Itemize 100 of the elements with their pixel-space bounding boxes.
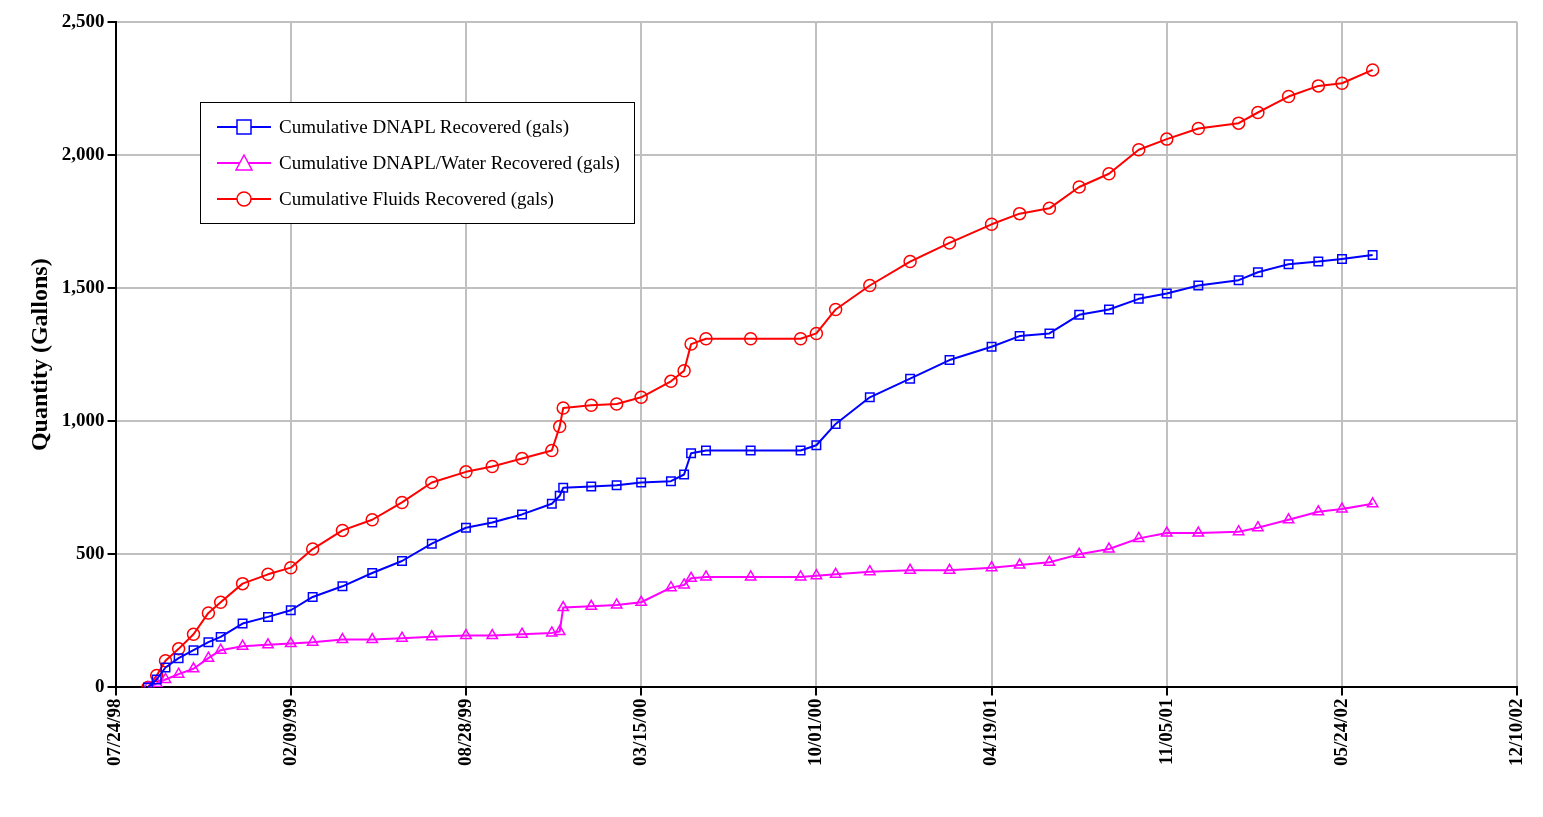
point [159,672,172,684]
point [426,538,437,549]
point [553,624,566,636]
point [684,337,698,351]
point [811,440,822,451]
point [863,278,877,293]
point [1283,259,1294,270]
point [215,631,226,642]
point [188,645,199,656]
point [1072,180,1086,194]
point [1042,201,1057,216]
point [610,598,623,609]
point [459,465,473,479]
point [556,401,570,415]
point [1044,328,1055,339]
point [1013,558,1026,569]
y-tick-label: 1,500 [61,276,105,298]
point [487,517,498,528]
point [262,611,273,622]
point [1252,267,1263,278]
point [1232,524,1245,536]
point [810,568,823,580]
point [905,373,916,384]
point [700,570,712,581]
x-tick-label: 11/05/01 [1154,698,1176,765]
point [1193,280,1204,291]
point [1074,309,1085,320]
point [186,627,201,641]
point [1312,505,1325,516]
point [1161,288,1172,299]
x-tick-label: 03/15/00 [629,698,651,766]
point [1132,531,1145,543]
point [396,631,408,642]
point [158,654,173,668]
point [585,599,598,611]
point [517,509,528,520]
point [366,632,379,644]
point [1311,79,1326,93]
point [367,567,378,578]
point [634,390,648,405]
point [1133,293,1144,304]
x-tick-label: 12/10/02 [1505,698,1527,766]
point [460,522,471,533]
point [809,326,824,341]
point [1043,555,1056,567]
point [306,635,319,646]
point [307,591,318,602]
point [284,560,298,575]
point [237,618,248,629]
point [611,480,622,491]
point [284,636,297,648]
point [793,332,808,346]
point [173,653,184,664]
point [1366,497,1379,508]
point [1160,526,1173,537]
point [285,605,296,616]
point [829,567,842,579]
point [149,668,164,683]
point [586,481,597,492]
point [1313,256,1324,267]
point [701,445,711,456]
y-tick-label: 500 [76,542,105,564]
point [943,563,956,575]
point [460,628,472,640]
point [699,332,713,346]
point [984,217,999,232]
point [864,392,875,403]
point [203,637,214,648]
point [1073,547,1086,559]
y-axis-title: Quantity (Gallons) [25,258,52,452]
point [1367,249,1378,260]
point [1103,304,1114,315]
point [545,443,559,458]
point [201,606,216,620]
point [686,448,697,459]
point [546,498,557,509]
point [202,651,215,662]
point [554,490,565,501]
point [678,578,691,589]
point [1337,253,1347,264]
point [744,570,757,581]
point [365,513,379,527]
point [261,567,275,582]
point [1335,76,1349,90]
point [745,445,756,456]
point [1132,143,1146,157]
y-tick-label: 2,500 [61,9,105,31]
point [1231,116,1246,130]
point [516,627,528,638]
legend-label: Cumulative DNAPL/Water Recovered (gals) [279,152,620,174]
point [677,363,691,378]
point [665,476,676,487]
point [685,571,698,583]
point [335,523,350,538]
point [795,445,806,456]
point [664,374,678,389]
point [1191,121,1206,136]
legend-label: Cumulative Fluids Recovered (gals) [279,188,554,210]
point [552,419,567,434]
point [425,630,438,641]
